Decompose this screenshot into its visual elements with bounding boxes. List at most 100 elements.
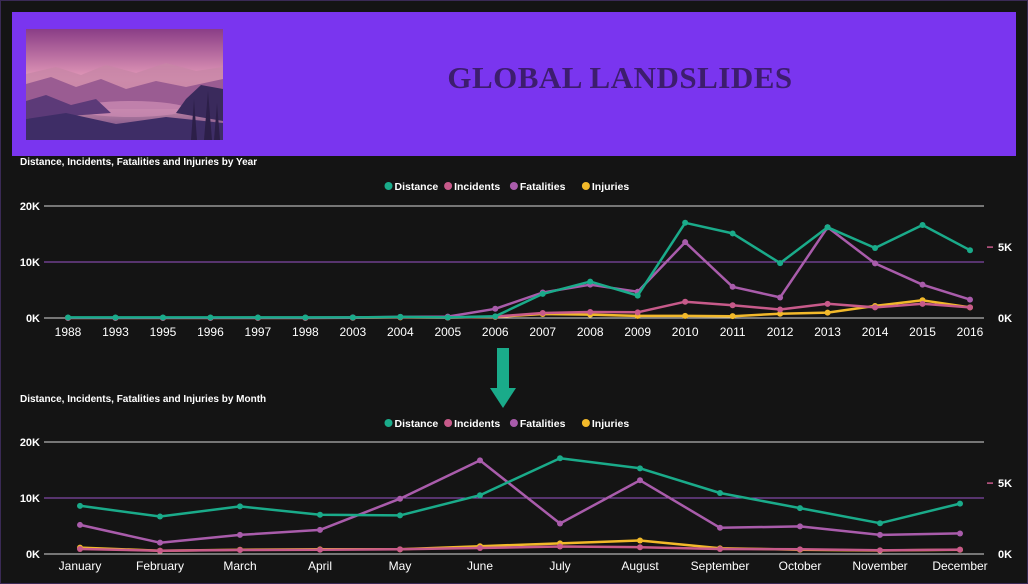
data-point-injuries[interactable] xyxy=(824,309,831,316)
data-point-distance[interactable] xyxy=(349,314,356,321)
data-point-distance[interactable] xyxy=(637,465,643,472)
data-point-distance[interactable] xyxy=(112,314,119,321)
data-point-distance[interactable] xyxy=(729,230,736,237)
data-point-fatalities[interactable] xyxy=(729,283,736,290)
data-point-fatalities[interactable] xyxy=(682,239,689,246)
legend-marker[interactable] xyxy=(384,419,393,427)
legend-label[interactable]: Distance xyxy=(395,418,439,430)
x-tick-label: 1997 xyxy=(245,325,272,339)
legend-label[interactable]: Distance xyxy=(395,181,439,193)
data-point-incidents[interactable] xyxy=(77,546,83,553)
data-point-distance[interactable] xyxy=(967,247,973,254)
legend-label[interactable]: Fatalities xyxy=(520,418,566,430)
data-point-fatalities[interactable] xyxy=(637,477,643,484)
data-point-distance[interactable] xyxy=(539,290,546,297)
data-point-distance[interactable] xyxy=(477,492,483,499)
legend-marker[interactable] xyxy=(581,419,590,427)
data-point-distance[interactable] xyxy=(254,314,261,321)
data-point-distance[interactable] xyxy=(682,219,689,226)
legend-label[interactable]: Fatalities xyxy=(520,181,566,193)
y-right-tick-label: 0K xyxy=(998,313,1012,325)
data-point-incidents[interactable] xyxy=(477,545,483,552)
data-point-distance[interactable] xyxy=(777,260,784,267)
data-point-incidents[interactable] xyxy=(877,547,883,554)
data-point-incidents[interactable] xyxy=(587,309,594,316)
data-point-distance[interactable] xyxy=(824,224,831,231)
data-point-fatalities[interactable] xyxy=(157,539,163,546)
data-point-incidents[interactable] xyxy=(967,304,973,311)
legend-marker[interactable] xyxy=(444,419,453,427)
legend-label[interactable]: Injuries xyxy=(592,181,630,193)
data-point-fatalities[interactable] xyxy=(237,531,243,538)
data-point-distance[interactable] xyxy=(397,313,404,320)
data-point-fatalities[interactable] xyxy=(717,524,723,531)
legend-marker[interactable] xyxy=(509,182,518,190)
data-point-fatalities[interactable] xyxy=(957,530,963,537)
data-point-fatalities[interactable] xyxy=(877,531,883,538)
data-point-incidents[interactable] xyxy=(317,546,323,553)
data-point-fatalities[interactable] xyxy=(967,296,973,303)
legend-label[interactable]: Incidents xyxy=(454,418,500,430)
data-point-incidents[interactable] xyxy=(729,302,736,309)
data-point-incidents[interactable] xyxy=(557,543,563,550)
legend-label[interactable]: Incidents xyxy=(454,181,500,193)
data-point-incidents[interactable] xyxy=(397,546,403,553)
data-point-incidents[interactable] xyxy=(682,298,689,305)
data-point-distance[interactable] xyxy=(877,520,883,527)
data-point-injuries[interactable] xyxy=(777,310,784,317)
data-point-fatalities[interactable] xyxy=(777,294,784,301)
data-point-incidents[interactable] xyxy=(539,310,546,317)
data-point-incidents[interactable] xyxy=(872,304,879,311)
data-point-incidents[interactable] xyxy=(777,306,784,313)
x-tick-label: 2014 xyxy=(862,325,889,339)
data-point-distance[interactable] xyxy=(159,314,166,321)
data-point-incidents[interactable] xyxy=(717,546,723,553)
data-point-incidents[interactable] xyxy=(797,546,803,553)
data-point-fatalities[interactable] xyxy=(797,523,803,530)
data-point-distance[interactable] xyxy=(634,292,641,299)
legend-marker[interactable] xyxy=(444,182,453,190)
data-point-injuries[interactable] xyxy=(729,313,736,320)
data-point-distance[interactable] xyxy=(207,314,214,321)
data-point-incidents[interactable] xyxy=(634,309,641,316)
data-point-distance[interactable] xyxy=(237,503,243,510)
data-point-distance[interactable] xyxy=(302,314,309,321)
data-point-distance[interactable] xyxy=(397,512,403,519)
data-point-incidents[interactable] xyxy=(637,544,643,551)
y-left-tick-label: 10K xyxy=(20,257,40,269)
data-point-fatalities[interactable] xyxy=(872,260,879,267)
data-point-incidents[interactable] xyxy=(957,546,963,553)
data-point-distance[interactable] xyxy=(919,222,926,229)
data-point-fatalities[interactable] xyxy=(77,521,83,528)
data-point-fatalities[interactable] xyxy=(919,281,926,288)
y-left-tick-label: 20K xyxy=(20,201,40,213)
data-point-fatalities[interactable] xyxy=(477,457,483,464)
data-point-distance[interactable] xyxy=(717,489,723,496)
data-point-injuries[interactable] xyxy=(682,312,689,319)
data-point-distance[interactable] xyxy=(77,502,83,509)
data-point-fatalities[interactable] xyxy=(492,305,499,312)
legend-marker[interactable] xyxy=(384,182,393,190)
data-point-distance[interactable] xyxy=(157,513,163,520)
legend-marker[interactable] xyxy=(509,419,518,427)
data-point-distance[interactable] xyxy=(444,314,451,321)
data-point-distance[interactable] xyxy=(957,500,963,507)
data-point-fatalities[interactable] xyxy=(397,495,403,502)
data-point-incidents[interactable] xyxy=(824,300,831,307)
data-point-fatalities[interactable] xyxy=(317,526,323,533)
data-point-distance[interactable] xyxy=(797,505,803,512)
data-point-distance[interactable] xyxy=(317,511,323,518)
x-tick-label: February xyxy=(136,559,184,573)
data-point-fatalities[interactable] xyxy=(557,520,563,527)
data-point-distance[interactable] xyxy=(587,278,594,285)
data-point-incidents[interactable] xyxy=(157,547,163,554)
legend-label[interactable]: Injuries xyxy=(592,418,630,430)
legend-marker[interactable] xyxy=(581,182,590,190)
data-point-distance[interactable] xyxy=(872,245,879,251)
data-point-distance[interactable] xyxy=(492,313,499,320)
data-point-distance[interactable] xyxy=(557,455,563,462)
data-point-distance[interactable] xyxy=(65,314,71,321)
data-point-incidents[interactable] xyxy=(237,547,243,554)
data-point-incidents[interactable] xyxy=(919,300,926,307)
data-point-injuries[interactable] xyxy=(637,537,643,544)
